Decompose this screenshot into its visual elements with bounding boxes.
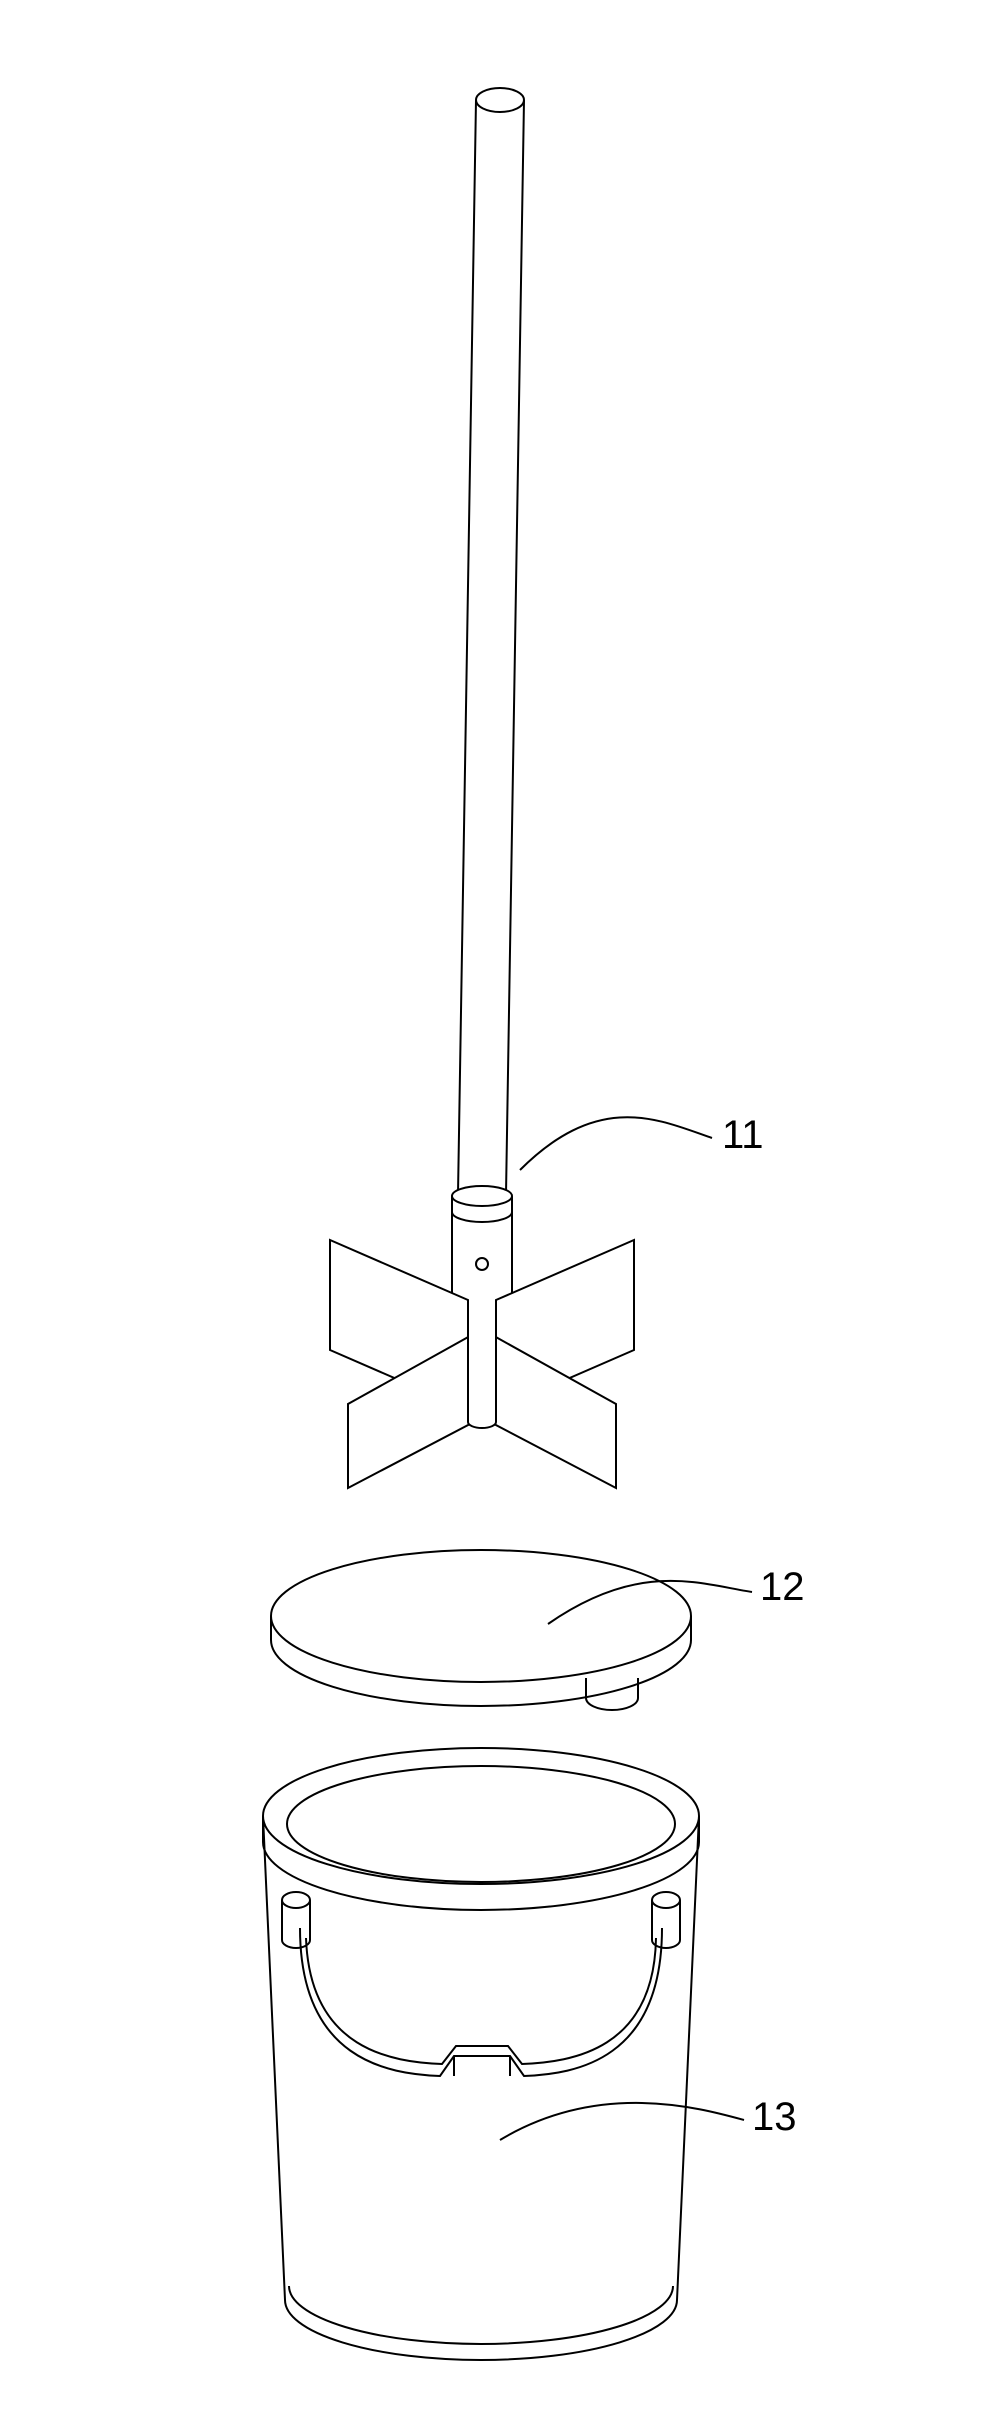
shaft-body	[458, 88, 524, 1194]
collar-pin	[476, 1258, 488, 1270]
shaft-with-blades	[330, 88, 634, 1488]
label-12: 12	[760, 1565, 805, 1609]
bucket	[263, 1748, 699, 2360]
label-13: 13	[752, 2095, 797, 2139]
mixer-blades	[330, 1240, 634, 1488]
leader-11	[520, 1117, 712, 1170]
lid-notch	[586, 1698, 638, 1710]
bucket-opening	[287, 1766, 675, 1882]
bucket-body	[263, 1816, 699, 2360]
figure-svg: 11 12 13	[0, 0, 992, 2420]
lid-disc	[271, 1550, 691, 1710]
labels: 11 12 13	[722, 1113, 805, 2139]
label-11: 11	[722, 1113, 764, 1157]
